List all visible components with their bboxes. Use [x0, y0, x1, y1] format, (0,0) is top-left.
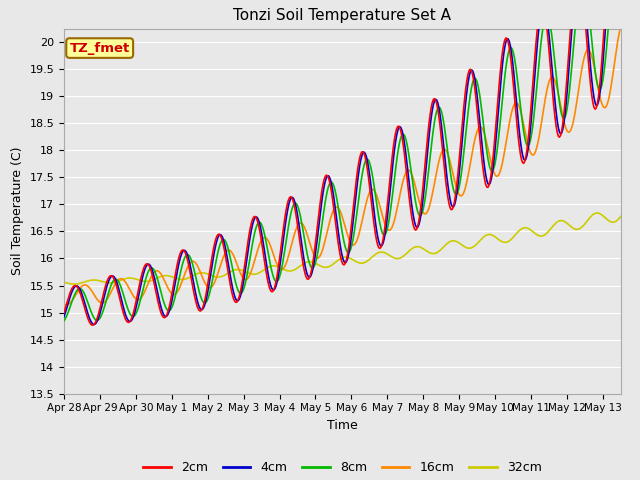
Text: TZ_fmet: TZ_fmet: [70, 42, 130, 55]
X-axis label: Time: Time: [327, 419, 358, 432]
Legend: 2cm, 4cm, 8cm, 16cm, 32cm: 2cm, 4cm, 8cm, 16cm, 32cm: [138, 456, 547, 480]
Title: Tonzi Soil Temperature Set A: Tonzi Soil Temperature Set A: [234, 9, 451, 24]
Y-axis label: Soil Temperature (C): Soil Temperature (C): [11, 147, 24, 276]
